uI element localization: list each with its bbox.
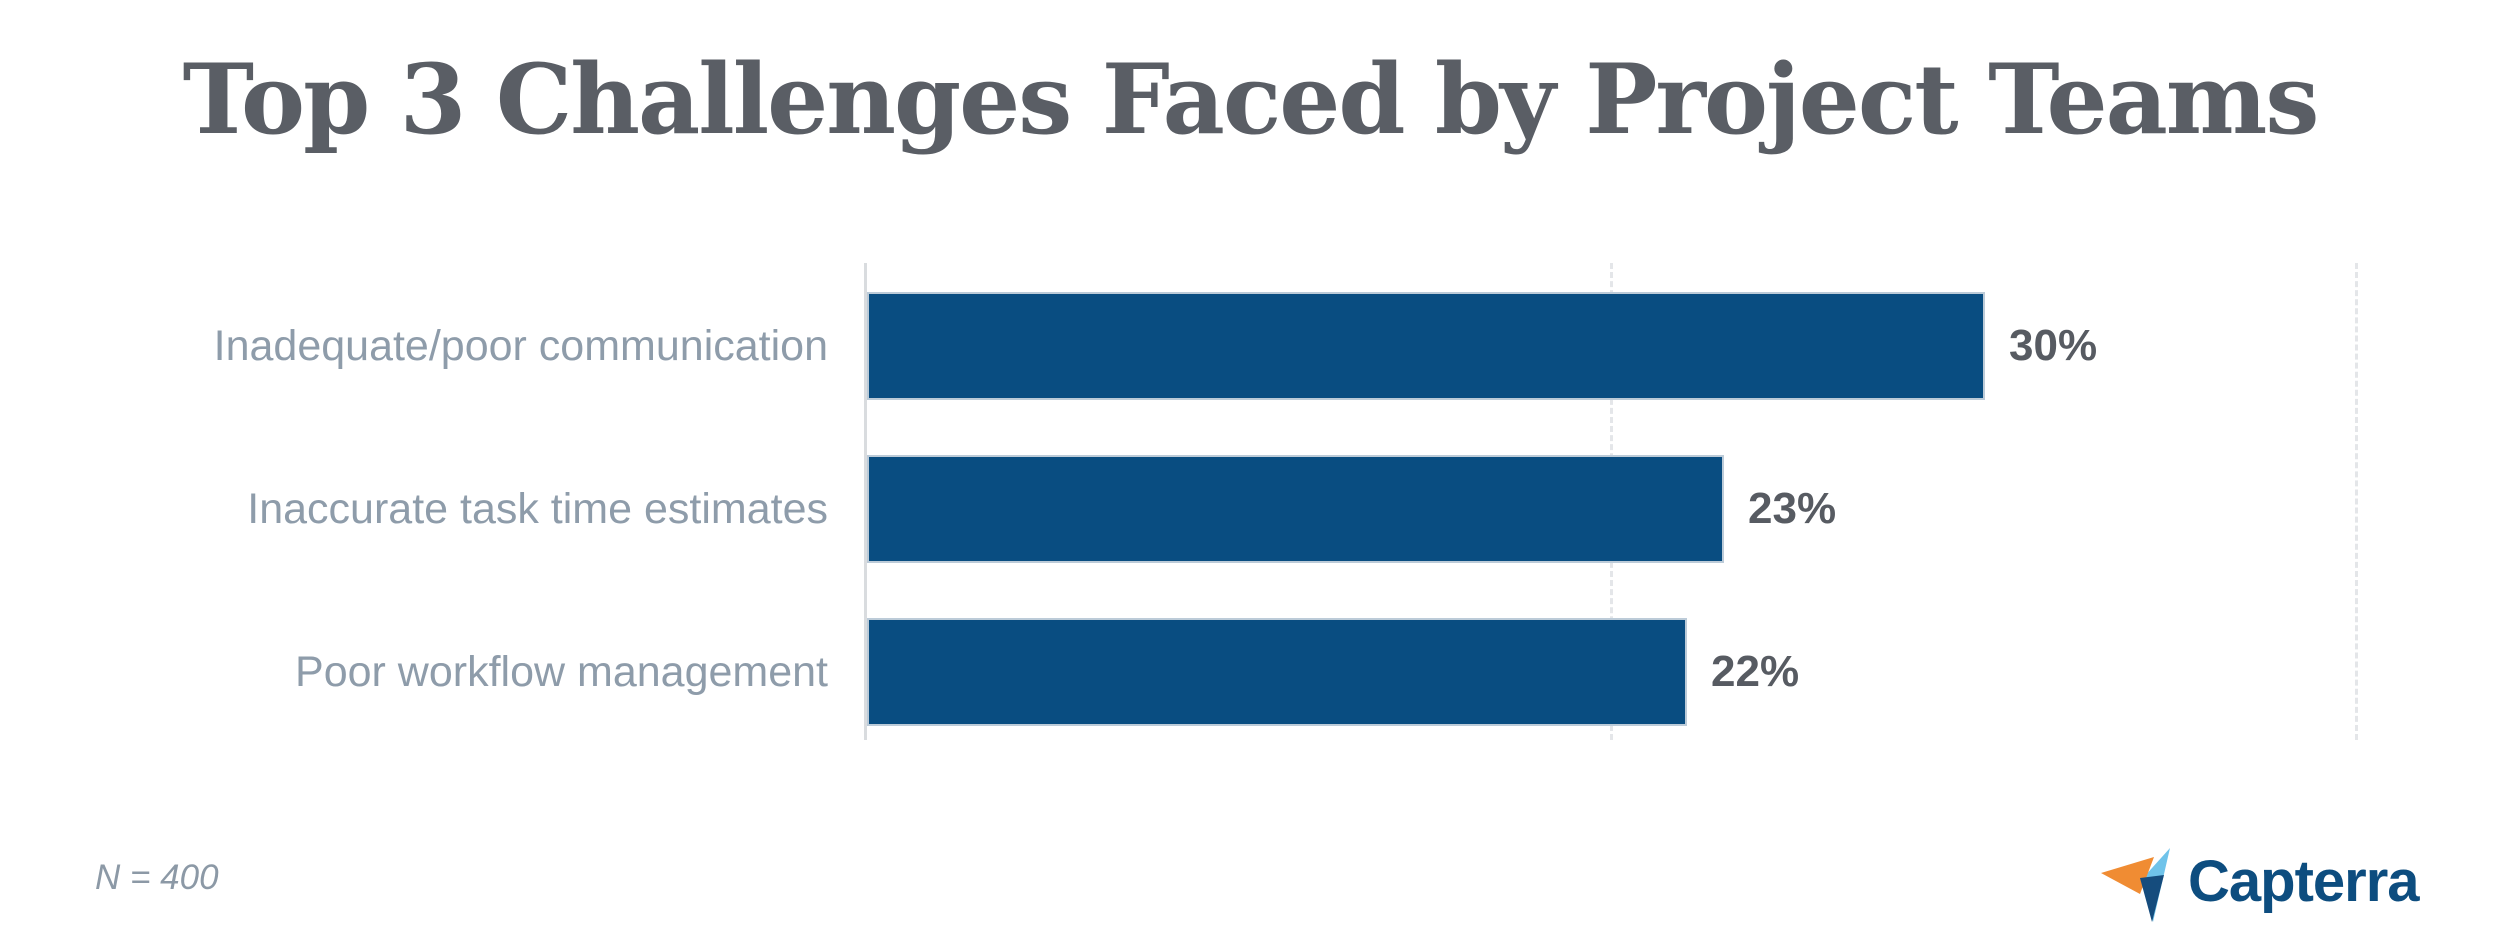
value-label: 22% (1711, 647, 1800, 696)
value-label: 30% (2009, 321, 2098, 370)
bar (867, 618, 1687, 726)
bar (867, 292, 1985, 400)
category-label: Inadequate/poor communication (213, 322, 828, 370)
capterra-logo-mark-icon (2098, 838, 2178, 922)
sample-size-note: N = 400 (95, 858, 219, 897)
value-label: 23% (1748, 484, 1837, 533)
chart-title: Top 3 Challenges Faced by Project Teams (182, 43, 2320, 156)
category-label: Poor workflow management (295, 648, 828, 696)
bar (867, 455, 1724, 563)
gridline-40-percent (2355, 263, 2358, 740)
gridline-0-percent (864, 263, 867, 740)
plot-area: Inadequate/poor communication 30% Inaccura… (0, 263, 2500, 740)
category-label: Inaccurate task time estimates (247, 485, 828, 533)
capterra-logo: Capterra (2098, 838, 2420, 922)
capterra-wordmark: Capterra (2188, 849, 2420, 914)
